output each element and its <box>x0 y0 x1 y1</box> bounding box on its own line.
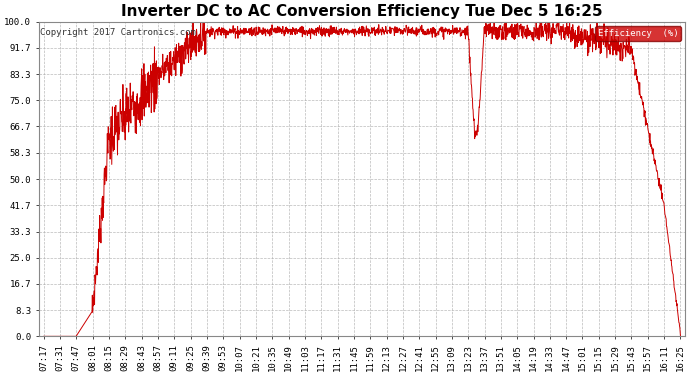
Legend: Efficiency  (%): Efficiency (%) <box>595 26 681 40</box>
Text: Copyright 2017 Cartronics.com: Copyright 2017 Cartronics.com <box>40 28 196 37</box>
Title: Inverter DC to AC Conversion Efficiency Tue Dec 5 16:25: Inverter DC to AC Conversion Efficiency … <box>121 4 603 19</box>
